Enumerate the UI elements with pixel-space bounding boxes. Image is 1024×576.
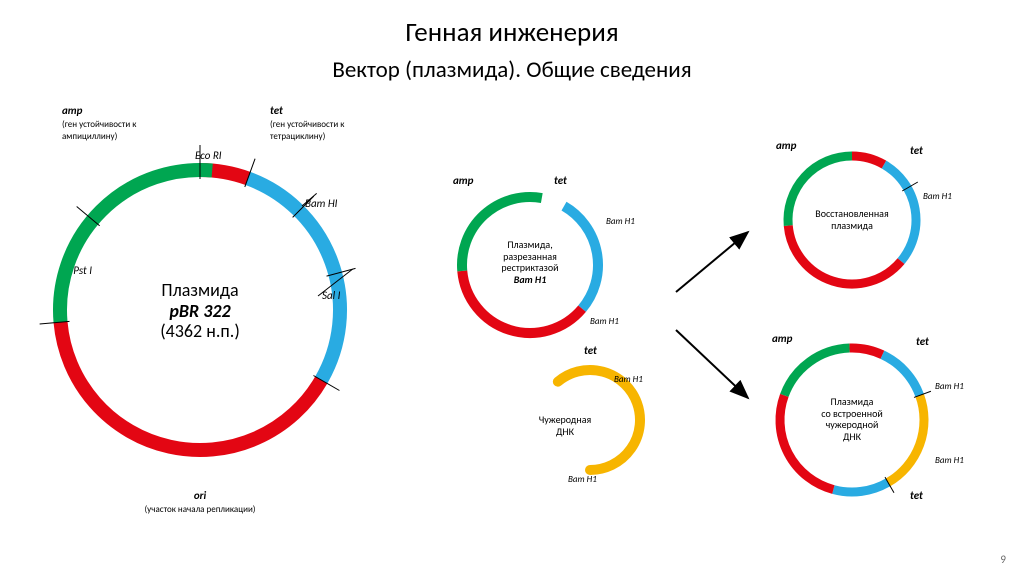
page-number: 9 [1000, 553, 1006, 566]
diagram-label: Bam H1 [568, 473, 597, 486]
diagram-label: Bam H1 [923, 190, 952, 203]
diagram-label: Bam H1 [614, 373, 643, 386]
diagram-label: Bam H1 [590, 315, 619, 328]
diagram-label: Плазмида,разрезаннаярестриктазойBam H1 [482, 239, 578, 285]
diagram-label: amp(ген устойчивости кампициллину) [62, 105, 136, 143]
diagram-label: tet [584, 345, 597, 358]
diagram-label: Bam H1 [935, 380, 964, 393]
diagram-label: Bam HI [305, 198, 337, 211]
diagram-label: Sal I [322, 290, 340, 303]
diagram-label: Bam H1 [606, 215, 635, 228]
diagram-label: Pst I [32, 265, 92, 278]
diagram-label: tet [910, 145, 923, 158]
diagram-label: amp [776, 140, 796, 153]
diagram-label: Eco RI [195, 150, 222, 163]
diagram-label: ЧужероднаяДНК [520, 414, 610, 437]
diagram-label: ori(участок начала репликации) [135, 490, 265, 515]
diagram-label: tet [916, 336, 929, 349]
diagram-label: ПлазмидаpBR 322(4362 н.п.) [145, 280, 255, 342]
diagram-label: Плазмидасо встроеннойчужероднойДНК [802, 396, 902, 442]
diagram-label: amp [772, 333, 792, 346]
diagram-label: tet(ген устойчивости ктетрациклину) [270, 105, 344, 143]
diagram-label: Bam H1 [935, 454, 964, 467]
diagram-label: tet [554, 175, 567, 188]
diagram-label: tet [910, 490, 923, 503]
diagram-label: amp [453, 175, 473, 188]
diagram-label: Восстановленнаяплазмида [797, 208, 907, 231]
